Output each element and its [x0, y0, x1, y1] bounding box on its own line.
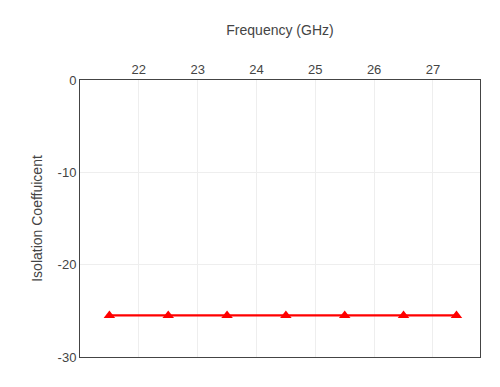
svg-text:Frequency (GHz): Frequency (GHz)	[226, 22, 333, 38]
svg-text:23: 23	[190, 62, 204, 77]
svg-text:-30: -30	[58, 350, 77, 365]
svg-text:25: 25	[308, 62, 322, 77]
svg-text:27: 27	[426, 62, 440, 77]
svg-text:-10: -10	[58, 165, 77, 180]
svg-text:Isolation Coeffuicent: Isolation Coeffuicent	[29, 155, 45, 282]
svg-text:-20: -20	[58, 257, 77, 272]
svg-text:0: 0	[69, 73, 76, 88]
svg-text:24: 24	[249, 62, 263, 77]
svg-text:22: 22	[132, 62, 146, 77]
svg-text:26: 26	[367, 62, 381, 77]
